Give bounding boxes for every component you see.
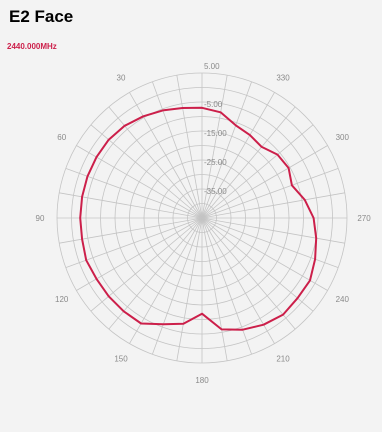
radial-tick-label: -35.00 [204,187,227,196]
grid-ring [143,159,261,277]
angle-tick-label: 240 [336,295,350,304]
radial-tick-label: -5.00 [204,100,223,109]
angle-tick-label: 30 [117,74,126,83]
grid-ring [100,116,304,320]
grid-ring [56,72,348,364]
grid-ring [158,174,246,262]
angle-tick-label: 210 [276,354,290,363]
angle-tick-label: 120 [55,295,69,304]
radial-tick-label: -25.00 [204,158,227,167]
radial-tick-label: 5.00 [204,62,220,71]
grid-ring [71,87,333,349]
angle-tick-label: 150 [114,354,128,363]
angle-tick-label: 270 [357,214,371,223]
frequency-label: 2440.000MHz [7,42,57,51]
grid-ring [85,101,319,335]
grid-ring [187,203,217,233]
angle-tick-label: 60 [57,133,66,142]
angle-tick-label: 300 [336,133,350,142]
angle-tick-label: 180 [195,376,209,385]
radial-tick-labels: 5.00 -5.00 -15.00 -25.00 -35.00 [204,62,227,196]
grid-rings [56,72,348,364]
angle-tick-labels: 30 60 90 120 150 180 210 240 270 300 330 [36,74,372,385]
grid-ring [172,188,232,248]
radial-tick-label: -15.00 [204,129,227,138]
series-line [79,106,318,331]
grid-ring [129,145,275,291]
grid-ring [114,130,290,306]
chart-title: E2 Face [9,7,74,26]
angle-tick-label: 90 [36,214,45,223]
angle-tick-label: 330 [276,74,290,83]
